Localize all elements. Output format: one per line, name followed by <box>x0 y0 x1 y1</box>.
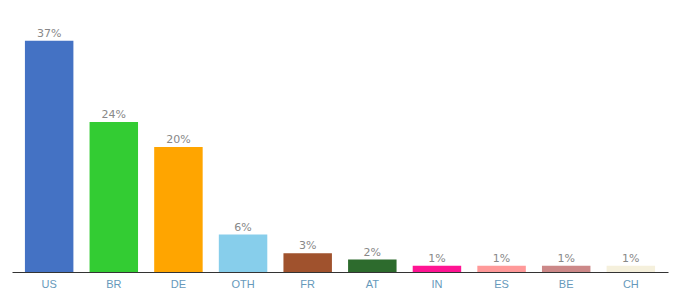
bars <box>25 41 655 272</box>
bar <box>25 41 73 272</box>
data-label: 1% <box>557 252 574 265</box>
bar <box>477 266 525 272</box>
tick-label: ES <box>494 278 509 290</box>
tick-label: AT <box>366 278 380 290</box>
bar <box>607 266 655 272</box>
tick-label: DE <box>171 278 186 290</box>
tick-label: BR <box>106 278 121 290</box>
tick: ES <box>494 278 509 290</box>
tick: DE <box>171 278 186 290</box>
bar <box>283 253 331 272</box>
tick-label: CH <box>623 278 639 290</box>
tick-label: FR <box>300 278 315 290</box>
tick-label: BE <box>559 278 574 290</box>
plot: US BR DE OTH FR AT IN ES BE CH 37% 24% 20% 6% 3% 2% 1% 1%… <box>13 27 669 290</box>
x-axis-line <box>13 272 669 273</box>
data-label: 1% <box>622 252 639 265</box>
bar <box>413 266 461 272</box>
data-label: 1% <box>493 252 510 265</box>
data-labels: 37% 24% 20% 6% 3% 2% 1% 1% 1% 1% <box>37 27 640 265</box>
bar <box>90 122 138 272</box>
tick-label: IN <box>431 278 442 290</box>
tick: IN <box>431 278 442 290</box>
chart: US BR DE OTH FR AT IN ES BE CH 37% 24% 20% 6% 3% 2% 1% 1%… <box>0 0 680 300</box>
data-label: 24% <box>102 108 126 121</box>
tick: US <box>42 278 57 290</box>
tick: BE <box>559 278 574 290</box>
tick-label: OTH <box>231 278 254 290</box>
data-label: 3% <box>299 239 316 252</box>
tick: FR <box>300 278 315 290</box>
data-label: 1% <box>428 252 445 265</box>
data-label: 37% <box>37 27 61 40</box>
bar <box>542 266 590 272</box>
tick-label: US <box>42 278 57 290</box>
bar <box>348 260 396 273</box>
data-label: 20% <box>166 133 190 146</box>
tick: CH <box>623 278 639 290</box>
tick: BR <box>106 278 121 290</box>
tick: AT <box>366 278 380 290</box>
data-label: 6% <box>234 221 251 234</box>
bar <box>154 147 202 272</box>
bar <box>219 235 267 273</box>
tick: OTH <box>231 278 254 290</box>
data-label: 2% <box>364 246 381 259</box>
x-axis: US BR DE OTH FR AT IN ES BE CH <box>13 273 669 290</box>
